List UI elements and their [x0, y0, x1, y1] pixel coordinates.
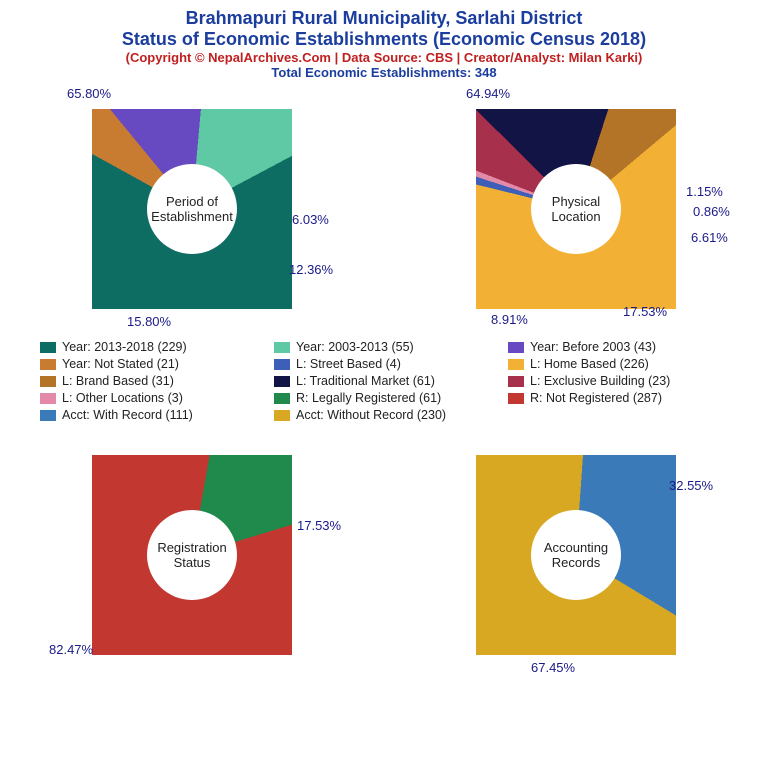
donut-center-label: RegistrationStatus [147, 510, 237, 600]
legend-swatch [508, 342, 524, 353]
pct-label: 82.47% [49, 642, 93, 657]
legend-text: R: Legally Registered (61) [296, 391, 441, 405]
legend-text: Year: Before 2003 (43) [530, 340, 656, 354]
legend-text: Year: 2013-2018 (229) [62, 340, 187, 354]
legend-swatch [274, 393, 290, 404]
legend-swatch [274, 342, 290, 353]
legend-item: Year: Not Stated (21) [40, 357, 260, 371]
legend-text: L: Traditional Market (61) [296, 374, 435, 388]
legend-swatch [508, 359, 524, 370]
copyright-line: (Copyright © NepalArchives.Com | Data So… [10, 50, 758, 65]
legend-text: Year: 2003-2013 (55) [296, 340, 414, 354]
legend-item: Year: 2003-2013 (55) [274, 340, 494, 354]
chart-location: PhysicalLocation 64.94% 1.15% 0.86% 6.61% 17.… [411, 84, 741, 334]
legend-text: L: Home Based (226) [530, 357, 649, 371]
legend-item: Acct: Without Record (230) [274, 408, 494, 422]
legend-item: L: Brand Based (31) [40, 374, 260, 388]
legend-text: L: Other Locations (3) [62, 391, 183, 405]
title-line-2: Status of Economic Establishments (Econo… [10, 29, 758, 50]
pct-label: 32.55% [669, 478, 713, 493]
legend-item: L: Exclusive Building (23) [508, 374, 728, 388]
pct-label: 15.80% [127, 314, 171, 329]
legend-swatch [40, 342, 56, 353]
legend-text: L: Brand Based (31) [62, 374, 174, 388]
pct-label: 8.91% [491, 312, 528, 327]
chart-header: Brahmapuri Rural Municipality, Sarlahi D… [0, 0, 768, 84]
legend-swatch [40, 410, 56, 421]
legend-swatch [274, 410, 290, 421]
legend-text: R: Not Registered (287) [530, 391, 662, 405]
pct-label: 6.03% [292, 212, 329, 227]
pct-label: 17.53% [297, 518, 341, 533]
legend-item: Acct: With Record (111) [40, 408, 260, 422]
legend-text: L: Exclusive Building (23) [530, 374, 670, 388]
donut-center-label: PhysicalLocation [531, 164, 621, 254]
legend-swatch [508, 376, 524, 387]
chart-accounting: AccountingRecords 32.55% 67.45% [411, 430, 741, 680]
legend-item: R: Legally Registered (61) [274, 391, 494, 405]
charts-row-top: Period ofEstablishment 65.80% 6.03% 12.36% 1… [0, 84, 768, 334]
pct-label: 12.36% [289, 262, 333, 277]
legend-swatch [274, 376, 290, 387]
legend-swatch [40, 359, 56, 370]
legend-item: L: Traditional Market (61) [274, 374, 494, 388]
pct-label: 17.53% [623, 304, 667, 319]
legend-item: Year: Before 2003 (43) [508, 340, 728, 354]
legend-item: L: Street Based (4) [274, 357, 494, 371]
pct-label: 1.15% [686, 184, 723, 199]
legend-text: L: Street Based (4) [296, 357, 401, 371]
donut-center-label: Period ofEstablishment [147, 164, 237, 254]
legend-item: R: Not Registered (287) [508, 391, 728, 405]
donut-center-label: AccountingRecords [531, 510, 621, 600]
legend-swatch [40, 376, 56, 387]
pct-label: 0.86% [693, 204, 730, 219]
legend-swatch [274, 359, 290, 370]
legend-swatch [508, 393, 524, 404]
legend: Year: 2013-2018 (229) Year: 2003-2013 (55… [0, 334, 768, 430]
legend-swatch [40, 393, 56, 404]
chart-period: Period ofEstablishment 65.80% 6.03% 12.36% 1… [27, 84, 357, 334]
chart-registration: RegistrationStatus 17.53% 82.47% [27, 430, 357, 680]
legend-text: Year: Not Stated (21) [62, 357, 179, 371]
pct-label: 65.80% [67, 86, 111, 101]
charts-row-bottom: RegistrationStatus 17.53% 82.47% Accountin… [0, 430, 768, 680]
pct-label: 67.45% [531, 660, 575, 675]
legend-text: Acct: Without Record (230) [296, 408, 446, 422]
legend-item: L: Other Locations (3) [40, 391, 260, 405]
total-line: Total Economic Establishments: 348 [10, 65, 758, 80]
legend-item: L: Home Based (226) [508, 357, 728, 371]
legend-text: Acct: With Record (111) [62, 408, 193, 422]
title-line-1: Brahmapuri Rural Municipality, Sarlahi D… [10, 8, 758, 29]
pct-label: 64.94% [466, 86, 510, 101]
legend-item: Year: 2013-2018 (229) [40, 340, 260, 354]
pct-label: 6.61% [691, 230, 728, 245]
